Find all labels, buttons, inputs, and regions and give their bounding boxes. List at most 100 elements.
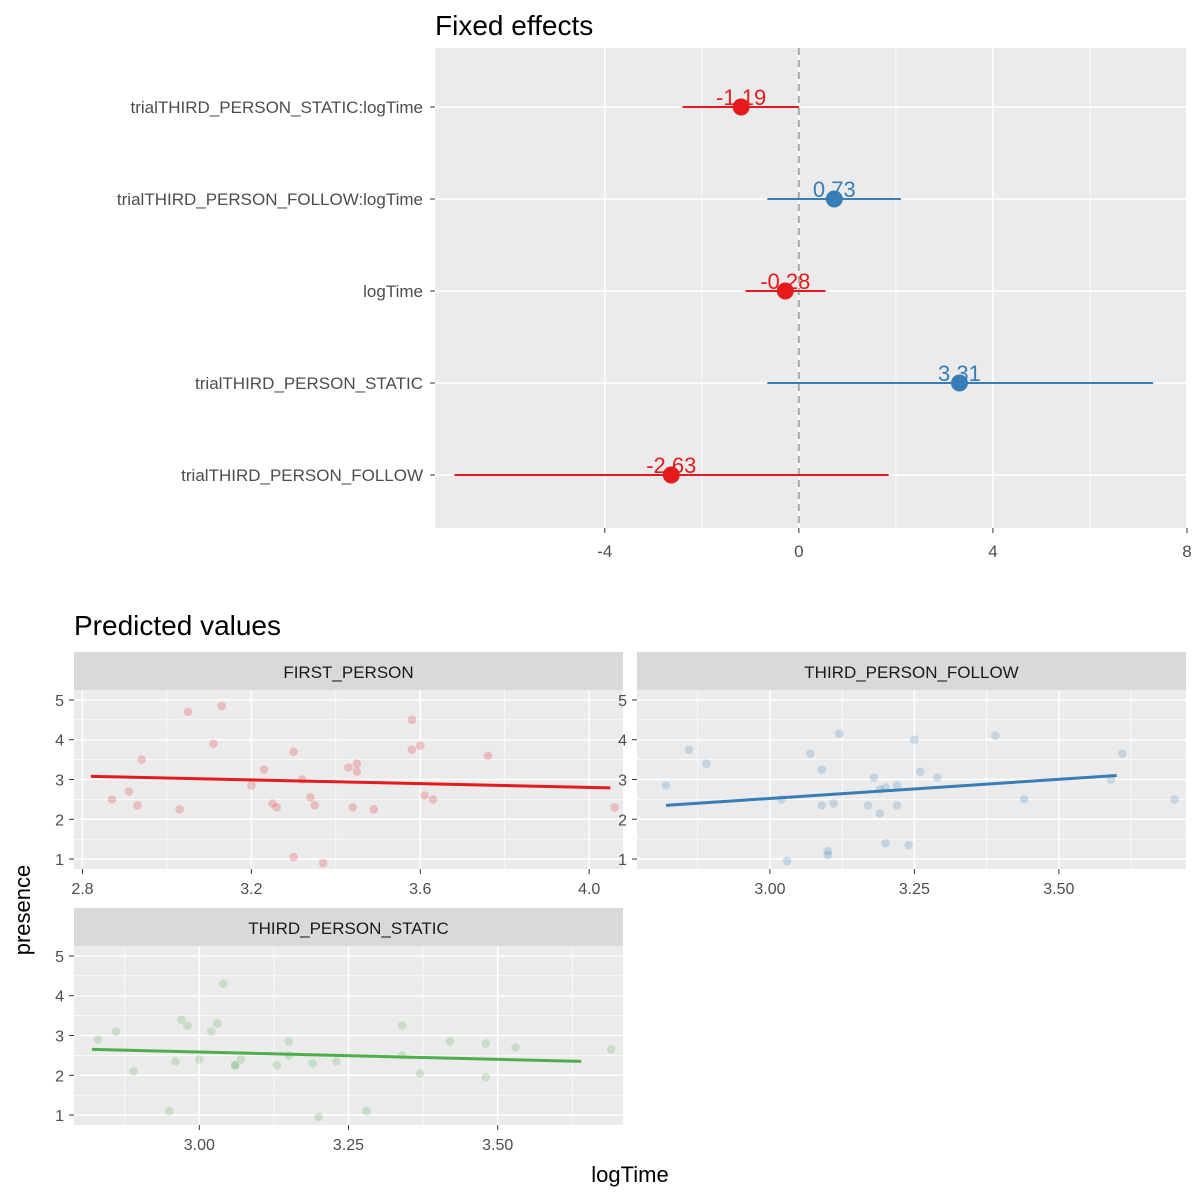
x-tick-label: 3.00 [754,881,785,898]
facet-strip-label: THIRD_PERSON_STATIC [248,919,449,938]
data-point [183,1021,192,1030]
y-tick-label: 2 [55,1068,64,1085]
facet-strip [74,652,623,690]
x-tick-label: 3.25 [333,1137,364,1154]
data-point [272,803,282,812]
facet-first-person: FIRST_PERSON 1 2 3 4 5 2.8 3.2 3.6 4.0 [55,652,623,898]
data-point [1118,749,1127,758]
x-tick-label: 4 [988,542,997,561]
y-tick-label: 3 [618,773,627,790]
x-tick-label: 3.6 [409,881,431,898]
estimate-label: -2.63 [646,453,696,478]
data-point [217,701,227,711]
term-label: logTime [363,282,423,301]
data-point [915,767,925,776]
data-point [483,751,493,760]
fixed-effects-panel [435,48,1187,528]
data-point [1019,795,1029,804]
x-tick-label: 3.50 [1043,881,1074,898]
data-point [511,1043,520,1052]
data-point [165,1106,174,1116]
data-point [369,805,379,814]
data-point [124,787,134,796]
term-label: trialTHIRD_PERSON_FOLLOW:logTime [117,190,423,209]
y-tick-label: 2 [618,812,627,829]
data-point [362,1106,371,1116]
data-point [348,803,358,812]
y-tick-label: 5 [618,693,627,710]
data-point [817,765,827,774]
estimate-point [732,98,750,116]
data-point [247,781,256,790]
x-tick-label: 3.25 [899,881,930,898]
data-point [990,731,1000,741]
data-point [892,781,902,790]
data-point [684,745,694,754]
data-point [933,773,942,782]
facet-strip [74,908,623,946]
data-point [318,858,328,868]
y-axis-title: presence [10,865,35,956]
estimate-label: 3.31 [938,361,981,386]
data-point [272,1061,282,1070]
data-point [428,795,438,804]
data-point [93,1035,103,1044]
x-tick-label: 0 [794,542,803,561]
data-point [344,763,353,772]
y-tick-label: 1 [55,1108,64,1125]
data-point [407,715,417,725]
data-point [212,1019,222,1028]
data-point [314,1112,323,1122]
data-point [230,1061,240,1070]
estimate-label: -0.28 [760,269,810,294]
data-point [904,840,913,850]
y-tick-label: 3 [55,773,64,790]
data-point [420,791,429,800]
facet-strip [637,652,1186,690]
data-point [284,1037,294,1046]
data-point [823,846,833,856]
facet-third-person-follow: THIRD_PERSON_FOLLOW 1 2 3 4 5 3.00 3.25 3.50 [618,652,1186,898]
data-point [415,1068,425,1078]
estimate-point [950,374,968,392]
data-point [661,781,671,790]
y-tick-label: 4 [55,733,64,750]
data-point [863,801,873,810]
data-point [702,759,711,768]
fit-line [91,1047,582,1063]
x-tick-label: 8 [1182,542,1191,561]
estimate-label: 0.73 [813,177,856,202]
data-point [289,747,298,756]
data-point [137,755,146,764]
data-point [177,1015,186,1024]
fixed-effects-title: Fixed effects [435,10,593,41]
data-point [209,739,218,748]
data-point [259,765,269,774]
estimate-point [776,282,794,300]
data-point [834,729,844,739]
predicted-values-title: Predicted values [74,610,281,641]
data-point [308,1059,317,1068]
data-point [133,801,142,810]
term-label: trialTHIRD_PERSON_STATIC:logTime [130,98,423,117]
data-point [175,805,184,814]
estimate-point [825,190,843,208]
data-point [206,1027,216,1036]
fixed-effects-axes: -4 0 4 8 trialTHIRD_PERSON_STATIC:logTimetri… [117,98,1192,561]
facet-third-person-static: THIRD_PERSON_STATIC 1 2 3 4 5 3.00 3.25 3.50 [55,908,623,1154]
estimate-point [662,466,680,484]
data-point [183,707,193,717]
data-point [829,799,838,808]
data-point [415,741,425,750]
term-label: trialTHIRD_PERSON_FOLLOW [181,466,423,485]
data-point [481,1072,491,1082]
data-point [397,1021,407,1030]
fixed-effects-marks: -1.19 0.73 -0.28 3.31 -2.63 [454,85,1154,484]
x-tick-label: 2.8 [71,881,93,898]
data-point [332,1057,341,1066]
data-point [289,852,298,862]
data-point [310,801,320,810]
facet-strip-label: FIRST_PERSON [283,663,413,682]
y-tick-label: 2 [55,812,64,829]
